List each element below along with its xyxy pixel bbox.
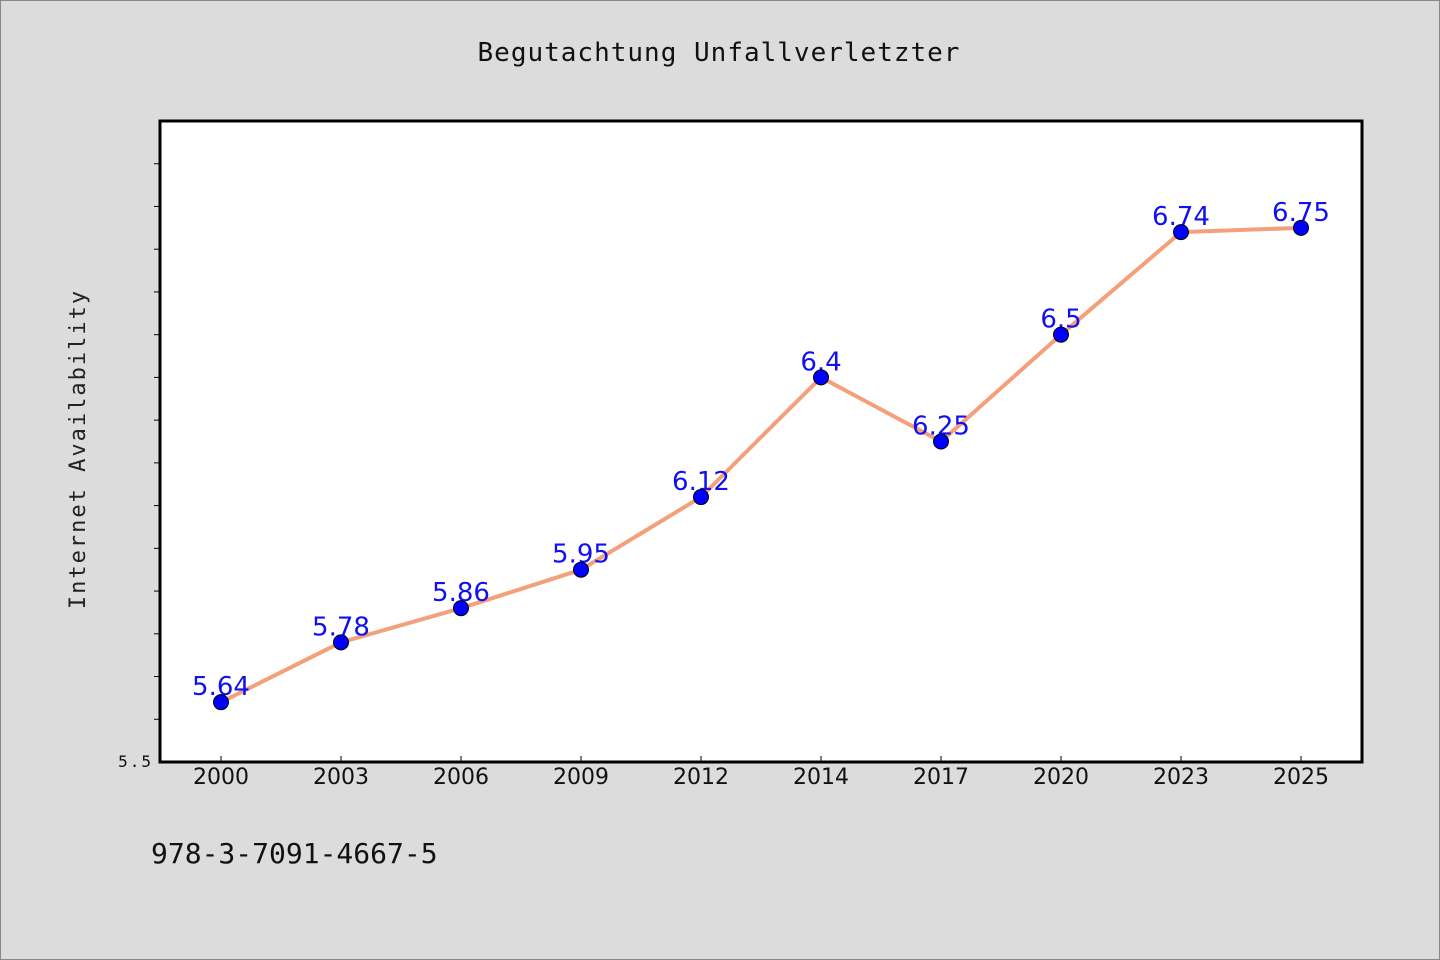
data-point xyxy=(1173,224,1189,241)
data-point xyxy=(1293,219,1309,236)
x-tick-label: 2020 xyxy=(1033,765,1089,790)
chart-title: Begutachtung Unfallverletzter xyxy=(478,38,961,68)
data-point xyxy=(333,634,349,651)
x-tick-label: 2025 xyxy=(1273,765,1329,790)
plot-area xyxy=(158,119,1364,764)
x-tick-label: 2003 xyxy=(313,765,369,790)
data-point xyxy=(1053,326,1069,343)
x-tick-label: 2009 xyxy=(553,765,609,790)
y-axis-label: Internet Availability xyxy=(66,289,91,609)
data-point xyxy=(573,561,589,578)
data-point xyxy=(693,489,709,506)
x-tick-label: 2023 xyxy=(1153,765,1209,790)
x-axis-ticks: 2000 2003 2006 2009 2012 2014 2017 2020 2023 2025 xyxy=(193,756,1329,790)
footnote-isbn: 978-3-7091-4667-5 xyxy=(151,837,438,870)
data-point xyxy=(213,694,229,711)
y-tick-label: 5.5 xyxy=(118,752,153,771)
series-line-group xyxy=(219,225,1303,705)
y-axis-ticks xyxy=(154,163,160,720)
data-point xyxy=(933,433,949,450)
x-tick-label: 2000 xyxy=(193,765,249,790)
x-tick-label: 2014 xyxy=(793,765,849,790)
x-tick-label: 2006 xyxy=(433,765,489,790)
data-point xyxy=(453,600,469,617)
data-point xyxy=(813,369,829,386)
x-tick-label: 2012 xyxy=(673,765,729,790)
series-line xyxy=(219,225,1303,705)
data-markers xyxy=(213,219,1309,711)
x-tick-label: 2017 xyxy=(913,765,969,790)
